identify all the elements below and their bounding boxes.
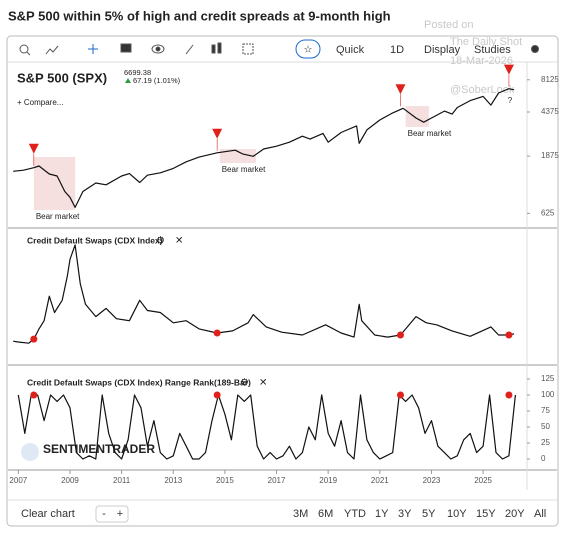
y-tick-label: 625 bbox=[541, 208, 555, 217]
candle-icon bbox=[217, 42, 222, 54]
range-button[interactable]: 10Y bbox=[447, 508, 467, 520]
price-change: 67.19 (1.01%) bbox=[133, 76, 181, 85]
range-button[interactable]: 6M bbox=[318, 508, 333, 520]
x-tick-label: 2007 bbox=[9, 476, 27, 485]
x-tick-label: 2011 bbox=[113, 476, 131, 485]
favorite-button[interactable] bbox=[295, 39, 321, 59]
signal-dot bbox=[213, 329, 221, 337]
panel-close[interactable]: ✕ bbox=[175, 236, 183, 247]
series-line bbox=[13, 244, 515, 344]
brand-logo bbox=[21, 443, 39, 461]
search-icon bbox=[26, 51, 31, 56]
y-tick-label: 1875 bbox=[541, 151, 559, 160]
x-tick-label: 2017 bbox=[268, 476, 286, 485]
signal-dot bbox=[396, 331, 404, 339]
panel-settings[interactable]: ⚙ bbox=[156, 236, 165, 247]
y-tick-label: 75 bbox=[541, 406, 550, 415]
signal-dot bbox=[213, 391, 221, 399]
bear-market-label: Bear market bbox=[408, 129, 452, 138]
signal-triangle bbox=[212, 128, 223, 139]
pin-icon bbox=[185, 44, 194, 55]
y-tick-label: 50 bbox=[541, 422, 550, 431]
range-button[interactable]: 20Y bbox=[505, 508, 525, 520]
signal-dot bbox=[505, 391, 513, 399]
watermark: The Daily Shot bbox=[450, 36, 522, 48]
zoom-in[interactable]: + bbox=[117, 508, 123, 520]
star: ☆ bbox=[304, 45, 313, 56]
range-button[interactable]: 3Y bbox=[398, 508, 412, 520]
bear-market-zone bbox=[33, 157, 76, 210]
comment-icon bbox=[120, 43, 132, 53]
y-tick-label: 4375 bbox=[541, 107, 559, 116]
range-button[interactable]: 3M bbox=[293, 508, 308, 520]
zoom-group bbox=[95, 505, 129, 523]
search-icon bbox=[19, 44, 29, 54]
series-line bbox=[13, 88, 515, 208]
x-tick-label: 2013 bbox=[164, 476, 182, 485]
compare-link[interactable]: + Compare... bbox=[17, 98, 63, 107]
bear-market-zone bbox=[219, 149, 256, 163]
toolbar-button[interactable]: Quick bbox=[336, 44, 365, 56]
x-tick-label: 2015 bbox=[216, 476, 234, 485]
y-tick-label: 125 bbox=[541, 374, 555, 383]
x-tick-label: 2009 bbox=[61, 476, 79, 485]
y-tick-label: 25 bbox=[541, 438, 550, 447]
panel-close[interactable]: ✕ bbox=[259, 378, 267, 389]
page-title: S&P 500 within 5% of high and credit spr… bbox=[8, 8, 391, 23]
watermark: 18-Mar-2026 bbox=[450, 55, 513, 67]
symbol-title: S&P 500 (SPX) bbox=[17, 70, 107, 85]
zoom-out[interactable]: - bbox=[102, 508, 106, 520]
bear-market-label: Bear market bbox=[36, 212, 80, 221]
x-tick-label: 2021 bbox=[371, 476, 389, 485]
chart-frame bbox=[6, 35, 559, 527]
signal-triangle bbox=[395, 84, 406, 95]
toolbar-button[interactable]: Studies bbox=[474, 44, 511, 56]
x-tick-label: 2019 bbox=[319, 476, 337, 485]
bear-market-zone bbox=[405, 106, 429, 127]
annotation-note: ? bbox=[508, 96, 513, 105]
signal-dot bbox=[505, 331, 513, 339]
line-icon bbox=[45, 45, 59, 55]
range-button[interactable]: YTD bbox=[344, 508, 366, 520]
panel-title: Credit Default Swaps (CDX Index) Range R… bbox=[27, 377, 251, 387]
range-button[interactable]: 15Y bbox=[476, 508, 496, 520]
range-button[interactable]: 1Y bbox=[375, 508, 389, 520]
signal-dot bbox=[396, 391, 404, 399]
panel-title: Credit Default Swaps (CDX Index) bbox=[27, 235, 163, 245]
y-tick-label: 8125 bbox=[541, 75, 559, 84]
y-tick-label: 100 bbox=[541, 390, 555, 399]
range-button[interactable]: All bbox=[534, 508, 546, 520]
brand-name: SENTIMENTRADER bbox=[43, 442, 155, 456]
candle-icon bbox=[211, 44, 216, 54]
signal-triangle bbox=[28, 143, 39, 154]
draw-icon bbox=[242, 43, 254, 55]
signal-dot bbox=[30, 391, 38, 399]
settings-icon[interactable] bbox=[531, 45, 539, 53]
up-arrow bbox=[125, 78, 131, 83]
range-button[interactable]: 5Y bbox=[422, 508, 436, 520]
toolbar-icons bbox=[19, 39, 539, 59]
watermark: Posted on bbox=[424, 19, 474, 31]
eye-icon bbox=[151, 44, 165, 54]
toolbar-button[interactable]: 1D bbox=[390, 44, 404, 56]
panel-settings[interactable]: ⚙ bbox=[240, 378, 249, 389]
bear-market-label: Bear market bbox=[222, 165, 266, 174]
series-line bbox=[17, 394, 516, 460]
toolbar-button[interactable]: Display bbox=[424, 44, 461, 56]
last-price: 6699.38 bbox=[124, 68, 151, 77]
x-tick-label: 2025 bbox=[474, 476, 492, 485]
clear-chart[interactable]: Clear chart bbox=[21, 508, 75, 520]
x-tick-label: 2023 bbox=[423, 476, 441, 485]
signal-triangle bbox=[503, 64, 514, 75]
signal-dot bbox=[30, 335, 38, 343]
y-tick-label: 0 bbox=[541, 454, 546, 463]
eye-icon bbox=[155, 46, 161, 52]
